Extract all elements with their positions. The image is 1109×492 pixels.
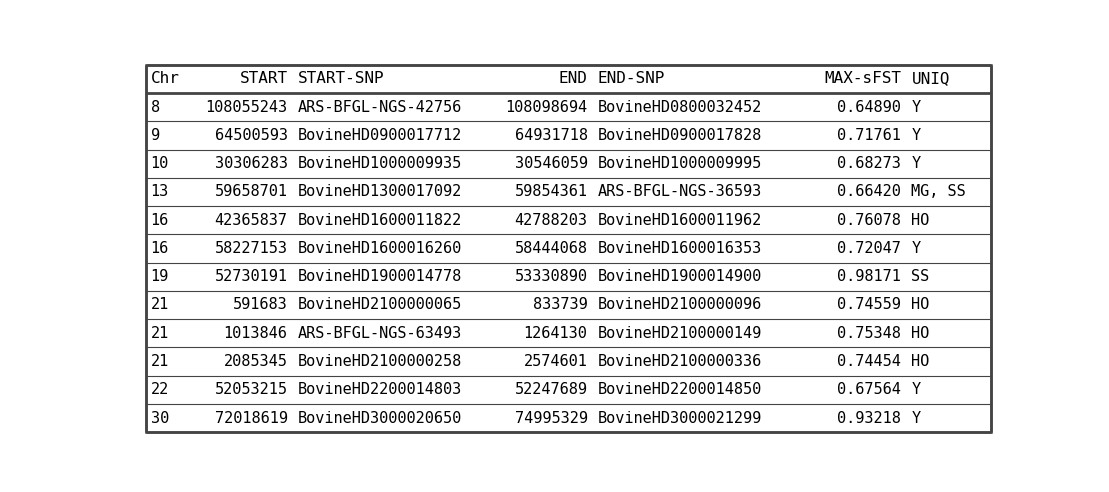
- Text: BovineHD1600016260: BovineHD1600016260: [298, 241, 462, 256]
- Text: 30546059: 30546059: [515, 156, 588, 171]
- Text: BovineHD2100000065: BovineHD2100000065: [298, 298, 462, 312]
- Text: 2085345: 2085345: [224, 354, 287, 369]
- Text: BovineHD1900014778: BovineHD1900014778: [298, 269, 462, 284]
- Text: 59658701: 59658701: [214, 184, 287, 199]
- Text: BovineHD2100000149: BovineHD2100000149: [598, 326, 762, 341]
- Text: 16: 16: [151, 213, 169, 228]
- Text: 52053215: 52053215: [214, 382, 287, 398]
- Text: START-SNP: START-SNP: [298, 71, 385, 87]
- Text: BovineHD3000021299: BovineHD3000021299: [598, 410, 762, 426]
- Text: 0.93218: 0.93218: [837, 410, 902, 426]
- Text: 13: 13: [151, 184, 169, 199]
- Text: ARS-BFGL-NGS-63493: ARS-BFGL-NGS-63493: [298, 326, 462, 341]
- Text: 8: 8: [151, 99, 160, 115]
- Text: 53330890: 53330890: [515, 269, 588, 284]
- Text: 30306283: 30306283: [214, 156, 287, 171]
- Text: BovineHD2200014850: BovineHD2200014850: [598, 382, 762, 398]
- Text: 21: 21: [151, 354, 169, 369]
- Text: 0.66420: 0.66420: [837, 184, 902, 199]
- Text: HO: HO: [912, 326, 929, 341]
- Text: 9: 9: [151, 128, 160, 143]
- Text: 0.72047: 0.72047: [837, 241, 902, 256]
- Text: 42788203: 42788203: [515, 213, 588, 228]
- Text: BovineHD2200014803: BovineHD2200014803: [298, 382, 462, 398]
- Text: Y: Y: [912, 128, 920, 143]
- Text: 108098694: 108098694: [506, 99, 588, 115]
- Text: BovineHD1000009935: BovineHD1000009935: [298, 156, 462, 171]
- Text: BovineHD1000009995: BovineHD1000009995: [598, 156, 762, 171]
- Text: BovineHD2100000336: BovineHD2100000336: [598, 354, 762, 369]
- Text: 1264130: 1264130: [523, 326, 588, 341]
- Text: 833739: 833739: [532, 298, 588, 312]
- Text: 0.74559: 0.74559: [837, 298, 902, 312]
- Text: BovineHD0800032452: BovineHD0800032452: [598, 99, 762, 115]
- Text: 0.64890: 0.64890: [837, 99, 902, 115]
- Text: 52730191: 52730191: [214, 269, 287, 284]
- Text: Y: Y: [912, 382, 920, 398]
- Text: Y: Y: [912, 241, 920, 256]
- Text: 21: 21: [151, 326, 169, 341]
- Text: 2574601: 2574601: [523, 354, 588, 369]
- Text: 10: 10: [151, 156, 169, 171]
- Text: 1013846: 1013846: [224, 326, 287, 341]
- Text: Y: Y: [912, 156, 920, 171]
- Text: 0.75348: 0.75348: [837, 326, 902, 341]
- Text: 0.71761: 0.71761: [837, 128, 902, 143]
- Text: BovineHD0900017712: BovineHD0900017712: [298, 128, 462, 143]
- Text: Y: Y: [912, 99, 920, 115]
- Text: UNIQ: UNIQ: [912, 71, 950, 87]
- Text: END: END: [559, 71, 588, 87]
- Text: 30: 30: [151, 410, 169, 426]
- Text: 42365837: 42365837: [214, 213, 287, 228]
- Text: 591683: 591683: [233, 298, 287, 312]
- Text: 58444068: 58444068: [515, 241, 588, 256]
- Text: 74995329: 74995329: [515, 410, 588, 426]
- Text: BovineHD0900017828: BovineHD0900017828: [598, 128, 762, 143]
- Text: HO: HO: [912, 213, 929, 228]
- Text: 19: 19: [151, 269, 169, 284]
- Text: SS: SS: [912, 269, 929, 284]
- Text: ARS-BFGL-NGS-42756: ARS-BFGL-NGS-42756: [298, 99, 462, 115]
- Text: 0.67564: 0.67564: [837, 382, 902, 398]
- Text: BovineHD1900014900: BovineHD1900014900: [598, 269, 762, 284]
- Text: 0.98171: 0.98171: [837, 269, 902, 284]
- Text: 52247689: 52247689: [515, 382, 588, 398]
- Text: 58227153: 58227153: [214, 241, 287, 256]
- Text: START: START: [240, 71, 287, 87]
- Text: 0.74454: 0.74454: [837, 354, 902, 369]
- Text: HO: HO: [912, 298, 929, 312]
- Text: BovineHD1600011962: BovineHD1600011962: [598, 213, 762, 228]
- Text: 72018619: 72018619: [214, 410, 287, 426]
- Text: ARS-BFGL-NGS-36593: ARS-BFGL-NGS-36593: [598, 184, 762, 199]
- Text: HO: HO: [912, 354, 929, 369]
- Text: BovineHD1300017092: BovineHD1300017092: [298, 184, 462, 199]
- Text: BovineHD2100000258: BovineHD2100000258: [298, 354, 462, 369]
- Text: 21: 21: [151, 298, 169, 312]
- Text: 64931718: 64931718: [515, 128, 588, 143]
- Text: 0.68273: 0.68273: [837, 156, 902, 171]
- Text: 108055243: 108055243: [205, 99, 287, 115]
- Text: MAX-sFST: MAX-sFST: [824, 71, 902, 87]
- Text: END-SNP: END-SNP: [598, 71, 665, 87]
- Text: BovineHD1600011822: BovineHD1600011822: [298, 213, 462, 228]
- Text: BovineHD1600016353: BovineHD1600016353: [598, 241, 762, 256]
- Text: MG, SS: MG, SS: [912, 184, 966, 199]
- Text: 64500593: 64500593: [214, 128, 287, 143]
- Text: 59854361: 59854361: [515, 184, 588, 199]
- Text: BovineHD2100000096: BovineHD2100000096: [598, 298, 762, 312]
- Text: Chr: Chr: [151, 71, 180, 87]
- Text: 16: 16: [151, 241, 169, 256]
- Text: Y: Y: [912, 410, 920, 426]
- Text: BovineHD3000020650: BovineHD3000020650: [298, 410, 462, 426]
- Text: 0.76078: 0.76078: [837, 213, 902, 228]
- Text: 22: 22: [151, 382, 169, 398]
